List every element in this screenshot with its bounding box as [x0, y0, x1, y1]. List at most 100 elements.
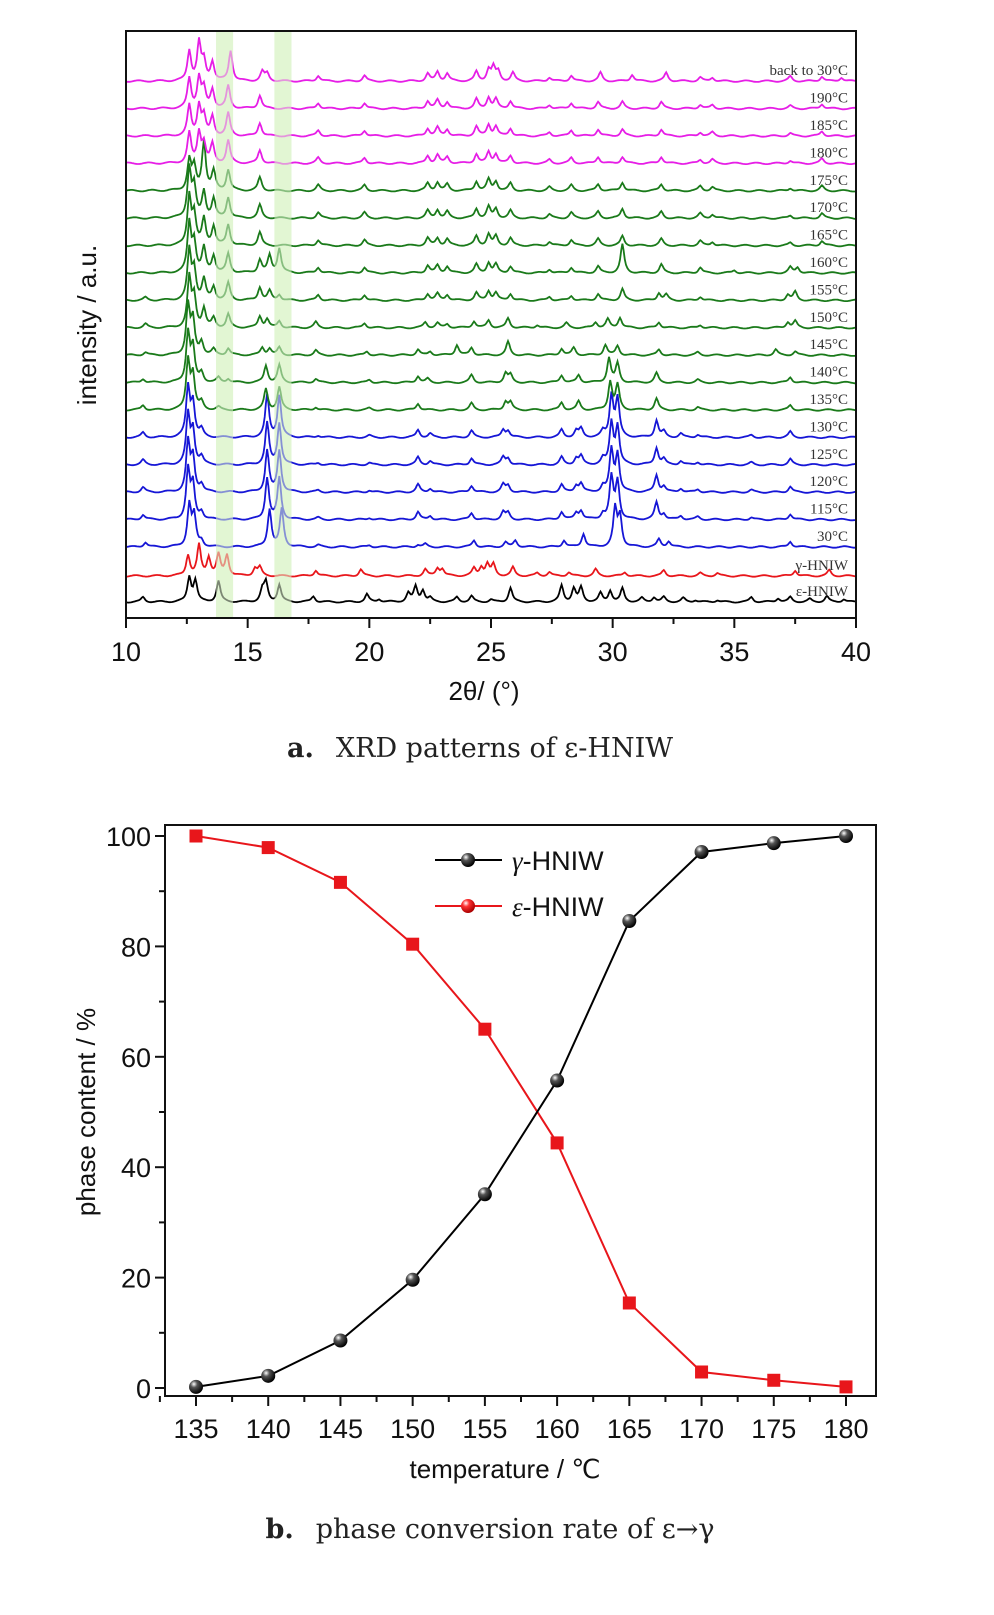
x-tick-label: 20 [354, 637, 384, 667]
xrd-trace [125, 217, 857, 275]
data-point-square [261, 841, 275, 855]
data-point-square [622, 1296, 636, 1310]
data-point-square [406, 937, 420, 951]
data-point-sphere [550, 1073, 565, 1088]
xrd-traces [125, 37, 857, 604]
legend-label: γ-HNIW [512, 846, 604, 876]
data-point-square [550, 1136, 564, 1150]
x-tick-label: 180 [823, 1414, 868, 1444]
xrd-trace [125, 244, 857, 303]
xrd-trace [125, 408, 856, 467]
trace-label: 120°C [809, 474, 848, 490]
trace-label: 30°C [817, 529, 848, 545]
series-line [195, 835, 847, 1388]
xrd-trace [125, 381, 857, 439]
trace-label: 165°C [809, 228, 848, 244]
xrd-trace [125, 72, 857, 111]
legend-marker [461, 853, 475, 867]
x-tick-label: 135 [173, 1414, 218, 1444]
trace-label: γ-HNIW [795, 558, 849, 574]
y-axis-title-a: intensity / a.u. [72, 245, 102, 405]
data-point-sphere [477, 1187, 492, 1202]
data-point-sphere [405, 1272, 420, 1287]
trace-label: 115°C [810, 502, 848, 518]
legend-marker [461, 899, 475, 913]
legend-b: γ-HNIW ε-HNIW [435, 846, 604, 922]
xrd-trace [125, 100, 857, 138]
phase-series [189, 829, 853, 1394]
x-tick-label: 15 [233, 637, 263, 667]
x-tick-label: 25 [476, 637, 506, 667]
x-tick-label: 140 [246, 1414, 291, 1444]
x-axis-title-b: temperature / ℃ [409, 1454, 600, 1484]
caption-b-text: phase conversion rate of ε→γ [316, 1514, 715, 1545]
xrd-trace [125, 37, 857, 83]
trace-label: 180°C [809, 145, 848, 161]
y-tick-label: 80 [121, 932, 151, 962]
xrd-trace [125, 139, 857, 193]
caption-b-prefix: b. [265, 1514, 293, 1545]
series-line [195, 835, 847, 1388]
trace-label: 155°C [809, 282, 848, 298]
xrd-trace [125, 435, 857, 494]
data-point-sphere [694, 845, 709, 860]
y-tick-label: 100 [106, 822, 151, 852]
xrd-trace [125, 163, 857, 220]
data-point-sphere [333, 1333, 348, 1348]
x-tick-label: 40 [841, 637, 871, 667]
xrd-trace [126, 190, 857, 248]
x-axis-title-a: 2θ/ (°) [448, 676, 519, 706]
caption-a-prefix: a. [287, 733, 314, 764]
xrd-trace [125, 299, 857, 357]
trace-label: 175°C [809, 173, 848, 189]
x-tick-label: 35 [719, 637, 749, 667]
x-tick-label: 145 [318, 1414, 363, 1444]
highlight-band-overlay [216, 32, 234, 617]
x-axis-a: 10 15 20 25 30 35 40 [111, 618, 871, 667]
data-point-square [767, 1373, 781, 1387]
x-tick-label: 155 [462, 1414, 507, 1444]
legend-label: ε-HNIW [512, 892, 604, 922]
x-tick-label: 10 [111, 637, 141, 667]
data-point-square [695, 1365, 709, 1379]
data-point-square [189, 829, 203, 843]
x-tick-label: 170 [679, 1414, 724, 1444]
x-tick-label: 165 [607, 1414, 652, 1444]
x-tick-label: 160 [535, 1414, 580, 1444]
xrd-trace [125, 499, 856, 549]
trace-label: 160°C [809, 255, 848, 271]
data-point-sphere [766, 836, 781, 851]
y-tick-label: 20 [121, 1264, 151, 1294]
caption-b: b. phase conversion rate of ε→γ [265, 1514, 714, 1545]
data-point-sphere [622, 914, 637, 929]
panel-b-phase-chart: 0 20 40 60 80 100 135 140 145 150 155 160 165 170 175… [71, 822, 877, 1545]
data-point-square [478, 1022, 492, 1036]
data-point-square [839, 1380, 853, 1394]
trace-label: 190°C [809, 91, 848, 107]
y-tick-label: 0 [136, 1374, 151, 1404]
trace-label: 135°C [809, 392, 848, 408]
data-point-sphere [261, 1368, 276, 1383]
y-axis-b: 0 20 40 60 80 100 [106, 822, 165, 1404]
xrd-trace [125, 542, 857, 578]
y-tick-label: 40 [121, 1153, 151, 1183]
trace-label: 145°C [809, 337, 848, 353]
trace-label: 130°C [809, 419, 848, 435]
trace-labels: ε-HNIW γ-HNIW 30°C 115°C 120°C 125°C 130°C 135°… [770, 63, 849, 600]
data-point-sphere [189, 1379, 203, 1394]
panel-a-xrd-chart: ε-HNIW γ-HNIW 30°C 115°C 120°C 125°C 130°C 135°… [72, 30, 871, 764]
trace-label: 125°C [809, 447, 848, 463]
trace-label: back to 30°C [770, 63, 849, 79]
xrd-trace [125, 355, 857, 412]
y-axis-title-b: phase content / % [71, 1008, 101, 1216]
trace-label: 150°C [809, 310, 848, 326]
highlight-band-overlay [274, 32, 292, 617]
xrd-trace [125, 128, 857, 165]
xrd-trace [126, 271, 857, 330]
x-tick-label: 175 [751, 1414, 796, 1444]
data-point-sphere [839, 829, 853, 843]
xrd-trace [125, 574, 857, 604]
y-tick-label: 60 [121, 1043, 151, 1073]
xrd-trace [125, 463, 857, 522]
